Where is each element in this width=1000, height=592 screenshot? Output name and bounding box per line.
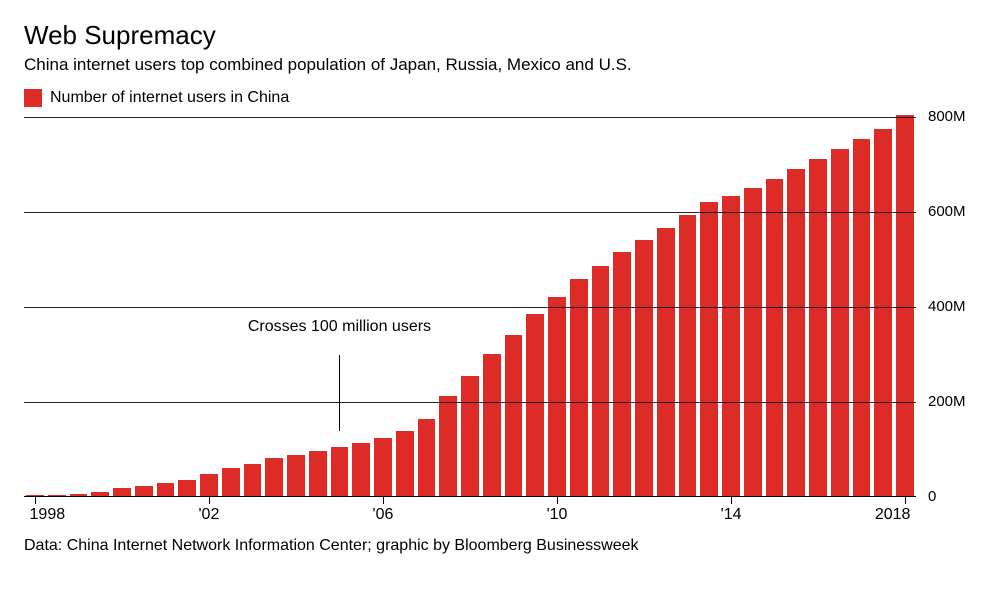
bar [570, 279, 588, 496]
bar [352, 443, 370, 496]
annotation-text: Crosses 100 million users [248, 318, 431, 336]
bar [374, 438, 392, 496]
y-axis-label: 0 [928, 488, 936, 505]
x-tick [383, 497, 384, 504]
x-axis-label: '06 [373, 506, 394, 524]
bar [874, 129, 892, 496]
bar [178, 480, 196, 496]
source-text: Data: China Internet Network Information… [24, 537, 976, 555]
x-tick [557, 497, 558, 504]
bar [70, 494, 88, 496]
bar [265, 458, 283, 496]
bar [679, 215, 697, 496]
bar [439, 396, 457, 496]
x-axis-label: 2018 [875, 506, 911, 524]
y-axis-label: 200M [928, 393, 966, 410]
bar [483, 354, 501, 496]
bar [200, 474, 218, 496]
chart-subtitle: China internet users top combined popula… [24, 55, 976, 75]
bar [244, 464, 262, 496]
bar [505, 335, 523, 496]
legend-swatch [24, 89, 42, 107]
chart-area: Crosses 100 million users 1998 '02 '06 '10 '… [24, 117, 976, 529]
bar [418, 419, 436, 496]
x-axis-label: '10 [547, 506, 568, 524]
x-tick [209, 497, 210, 504]
x-axis: 1998 '02 '06 '10 '14 2018 [24, 497, 916, 529]
bar [548, 297, 566, 497]
chart-title: Web Supremacy [24, 20, 976, 51]
annotation-line [339, 355, 340, 431]
bar [26, 495, 44, 496]
bar [635, 240, 653, 496]
x-tick [905, 497, 906, 504]
bar [396, 431, 414, 496]
bar [526, 314, 544, 496]
bar [309, 451, 327, 496]
bar [91, 492, 109, 496]
bar [831, 149, 849, 496]
bar [657, 228, 675, 496]
bar [461, 376, 479, 496]
x-axis-label: '02 [198, 506, 219, 524]
x-axis-label: '14 [721, 506, 742, 524]
x-tick [731, 497, 732, 504]
bar [700, 202, 718, 496]
y-axis-label: 600M [928, 203, 966, 220]
bar [48, 495, 66, 496]
bar [809, 159, 827, 496]
bar [613, 252, 631, 496]
plot-area: Crosses 100 million users [24, 117, 916, 497]
legend: Number of internet users in China [24, 89, 976, 107]
bar [331, 447, 349, 496]
bar [113, 488, 131, 496]
bar [896, 115, 914, 496]
y-axis-label: 400M [928, 298, 966, 315]
gridline [24, 212, 916, 213]
bar [287, 455, 305, 496]
x-tick [35, 497, 36, 504]
gridline [24, 117, 916, 118]
bar [766, 179, 784, 496]
bar [744, 188, 762, 496]
y-axis-label: 800M [928, 108, 966, 125]
bar [787, 169, 805, 496]
gridline [24, 402, 916, 403]
gridline [24, 307, 916, 308]
bar [222, 468, 240, 496]
legend-label: Number of internet users in China [50, 89, 289, 107]
bar [135, 486, 153, 496]
bar [722, 196, 740, 496]
x-axis-label: 1998 [30, 506, 66, 524]
bar [592, 266, 610, 496]
bar [157, 483, 175, 496]
bar [853, 139, 871, 496]
